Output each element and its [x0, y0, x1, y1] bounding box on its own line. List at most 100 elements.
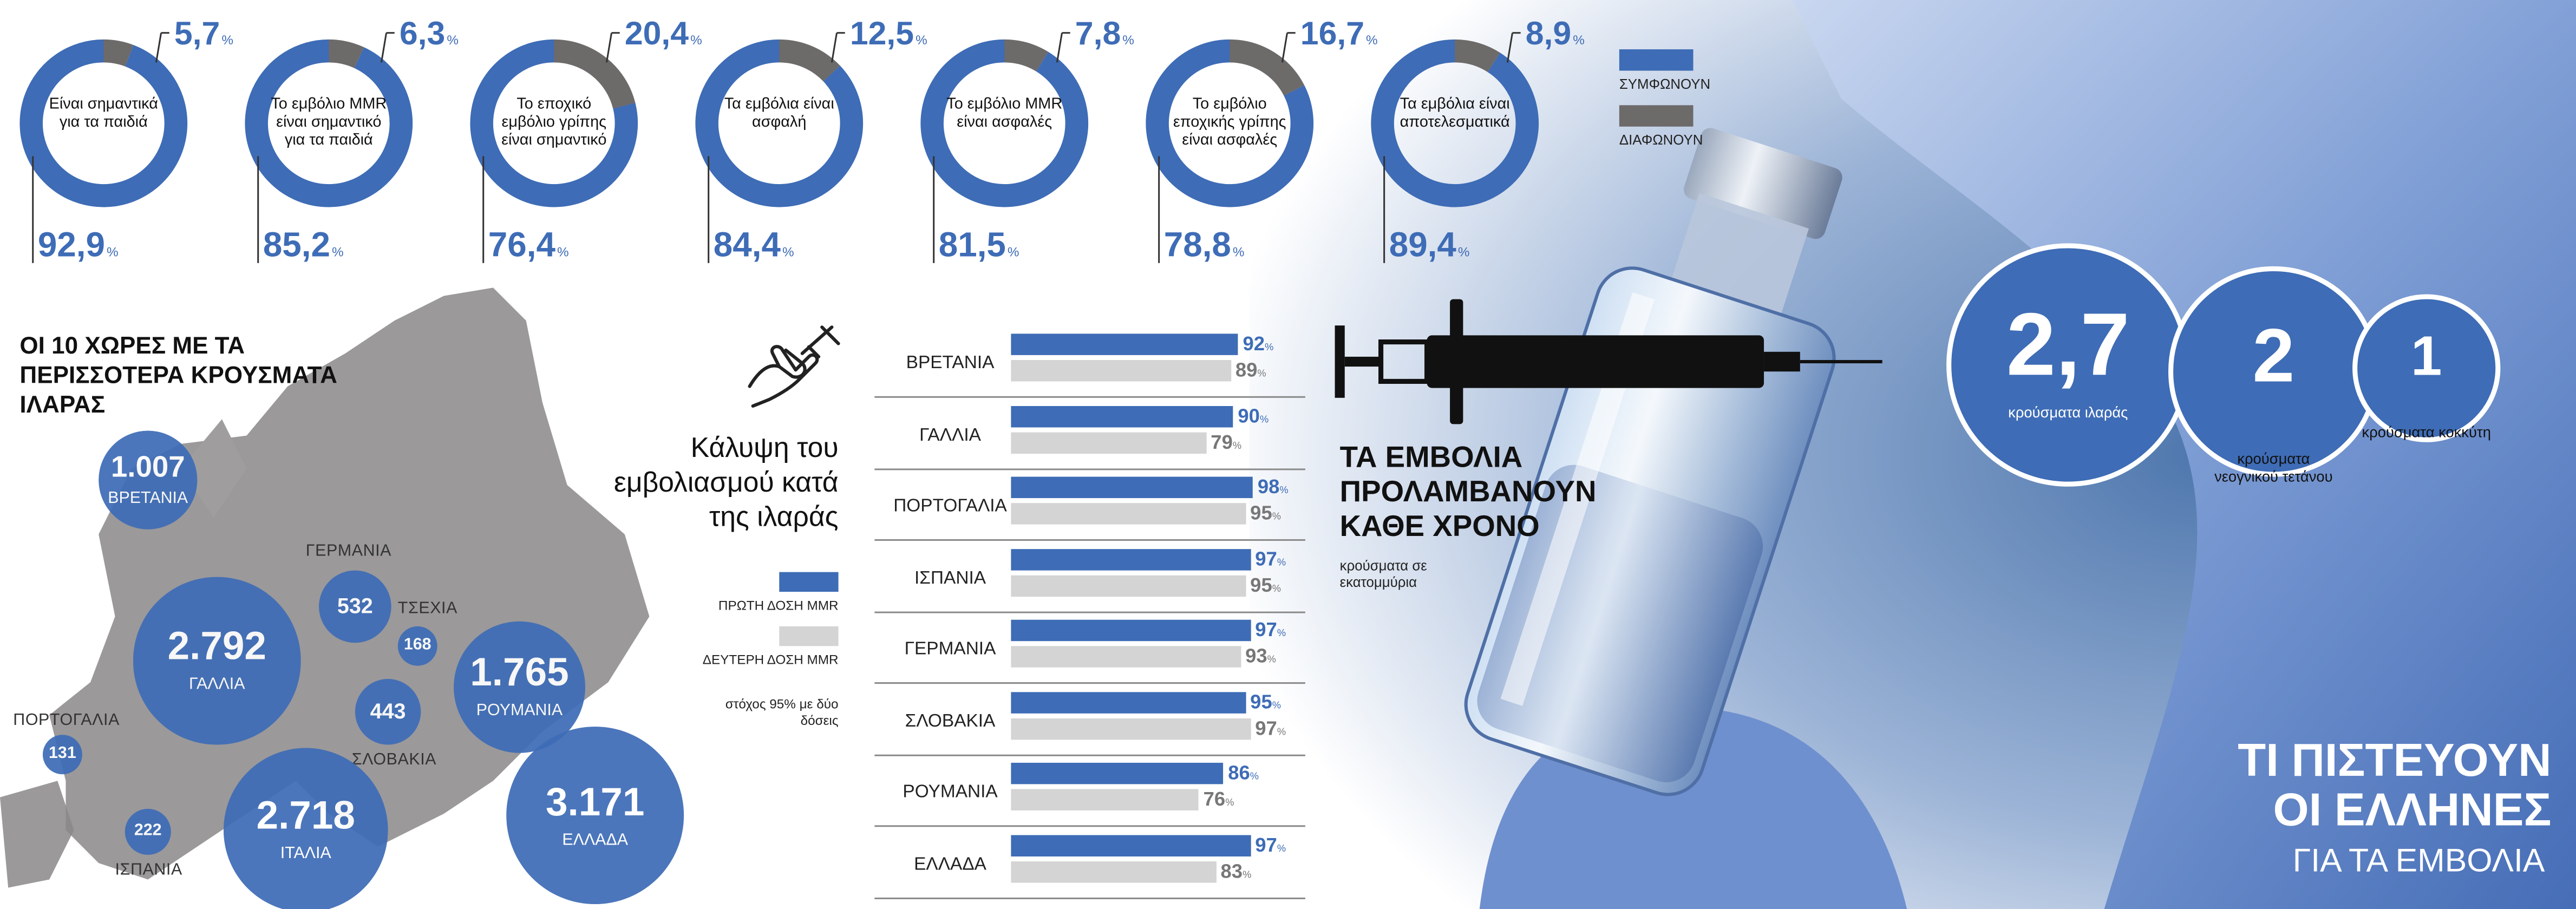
donut-leader-lines	[257, 32, 395, 263]
value-number: 97	[1255, 716, 1277, 739]
bubble-value: 131	[49, 744, 76, 763]
country-label: ΒΡΕΤΑΝΙΑ	[108, 491, 188, 509]
bar-category-label: ΠΟΡΤΟΓΑΛΙΑ	[893, 496, 1007, 516]
row-separator	[874, 611, 1305, 613]
country-label: ΓΕΡΜΑΝΙΑ	[305, 542, 392, 561]
legend-agree-label: ΣΥΜΦΩΝΟΥΝ	[1619, 75, 1711, 93]
main-title-line1: ΤΙ ΠΙΣΤΕΥΟΥΝ	[2238, 735, 2552, 786]
legend-disagree: ΔΙΑΦΩΝΟΥΝ	[1619, 105, 1703, 148]
percent-sign: %	[1272, 701, 1281, 711]
percent-sign: %	[782, 245, 794, 260]
disagree-leader-line	[1281, 32, 1288, 63]
first-dose-value: 86%	[1228, 761, 1259, 784]
percent-sign: %	[1272, 513, 1281, 523]
second-dose-value: 79%	[1211, 430, 1241, 453]
country-label: ΓΑΛΛΙΑ	[189, 676, 245, 695]
agree-value: 92,9%	[38, 227, 119, 266]
second-dose-label: ΔΕΥΤΕΡΗ ΔΟΣΗ MMR	[702, 652, 839, 668]
percent-sign: %	[1250, 773, 1259, 783]
donut-label: Τα εμβόλια είναι αποτελεσματικά	[1400, 95, 1510, 132]
map-title: ΟΙ 10 ΧΩΡΕΣ ΜΕ ΤΑ ΠΕΡΙΣΣΟΤΕΡΑ ΚΡΟΥΣΜΑΤΑ …	[19, 333, 337, 420]
bubble-value: 1.765	[470, 651, 569, 696]
country-label: ΙΣΠΑΝΙΑ	[115, 861, 182, 880]
prevent-unit-note: κρούσματα σε εκατομμύρια	[1339, 557, 1427, 591]
second-dose-value: 97%	[1255, 716, 1286, 739]
map-bubble: 532	[318, 570, 391, 643]
agree-value: 85,2%	[263, 227, 344, 266]
value-number: 5,7	[174, 16, 220, 53]
bar-category-label: ΕΛΛΑΔΑ	[914, 854, 986, 874]
prevention-bubble	[2168, 266, 2378, 476]
value-number: 83	[1220, 859, 1243, 882]
second-dose-value: 76%	[1204, 787, 1234, 810]
percent-sign: %	[1243, 870, 1252, 880]
first-dose-bar	[1011, 405, 1233, 427]
percent-sign: %	[1277, 844, 1286, 854]
donut-leader-lines	[1383, 32, 1521, 263]
second-dose-value: 93%	[1245, 644, 1276, 668]
value-number: 86	[1228, 761, 1250, 784]
first-dose-value: 90%	[1238, 403, 1269, 427]
percent-sign: %	[447, 32, 459, 48]
value-number: 79	[1211, 430, 1233, 453]
legend-agree: ΣΥΜΦΩΝΟΥΝ	[1619, 49, 1710, 92]
map-bubble: 2.718 ΙΤΑΛΙΑ	[223, 748, 388, 909]
value-number: 89,4	[1389, 227, 1456, 265]
disagree-leader-line	[155, 32, 162, 63]
second-dose-value: 83%	[1221, 859, 1252, 882]
percent-sign: %	[1277, 558, 1286, 568]
bar-category-label: ΓΑΛΛΙΑ	[919, 424, 981, 445]
second-dose-bar	[1011, 646, 1240, 668]
value-number: 97	[1255, 618, 1277, 642]
second-dose-swatch	[779, 626, 839, 646]
legend-disagree-label: ΔΙΑΦΩΝΟΥΝ	[1619, 131, 1703, 148]
agree-value: 78,8%	[1164, 227, 1245, 266]
bubble-value: 1.007	[110, 451, 185, 485]
value-number: 92	[1243, 332, 1265, 355]
disagree-value: 7,8%	[1075, 16, 1134, 54]
main-title-line2: ΟΙ ΕΛΛΗΝΕΣ	[2273, 784, 2552, 835]
value-number: 95	[1250, 689, 1272, 713]
value-number: 85,2	[263, 227, 330, 265]
donut-3	[470, 39, 638, 207]
percent-sign: %	[1122, 32, 1134, 48]
donut-7	[1371, 39, 1539, 207]
first-dose-value: 95%	[1250, 690, 1281, 713]
percent-sign: %	[1277, 727, 1286, 737]
percent-sign: %	[1277, 629, 1286, 640]
percent-sign: %	[1265, 343, 1274, 354]
value-number: 20,4	[624, 16, 689, 53]
map-bubble: 3.171 ΕΛΛΑΔΑ	[506, 727, 684, 905]
bar-category-label: ΣΛΟΒΑΚΙΑ	[905, 711, 996, 731]
disagree-leader-line	[831, 32, 838, 63]
disagree-leader-line	[1056, 32, 1063, 63]
row-separator	[874, 825, 1305, 827]
percent-sign: %	[1225, 799, 1234, 809]
percent-sign: %	[1267, 656, 1276, 666]
value-number: 95	[1250, 573, 1272, 596]
donut-disagree-arc	[470, 39, 638, 207]
bubble-value: 168	[403, 636, 431, 655]
prevention-bubble	[2352, 294, 2501, 442]
first-dose-bar	[1011, 834, 1251, 856]
value-number: 16,7	[1300, 16, 1365, 53]
value-number: 7,8	[1075, 16, 1121, 53]
bubble-value: 532	[337, 594, 373, 619]
first-dose-bar	[1011, 548, 1251, 570]
percent-sign: %	[331, 245, 344, 260]
disagree-leader-line	[1506, 32, 1513, 63]
donut-disagree-arc	[245, 39, 413, 207]
second-dose-bar	[1011, 431, 1206, 453]
row-separator	[874, 396, 1305, 398]
prevention-value: 2	[2252, 312, 2295, 398]
agree-value: 81,5%	[939, 227, 1019, 266]
first-dose-value: 97%	[1255, 618, 1286, 642]
row-separator	[874, 682, 1305, 684]
percent-sign: %	[1279, 486, 1289, 496]
percent-sign: %	[1457, 245, 1470, 260]
percent-sign: %	[106, 245, 119, 260]
percent-sign: %	[557, 245, 569, 260]
donut-label: Το εμβόλιο MMR είναι σημαντικό για τα πα…	[271, 95, 387, 150]
percent-sign: %	[1007, 245, 1019, 260]
